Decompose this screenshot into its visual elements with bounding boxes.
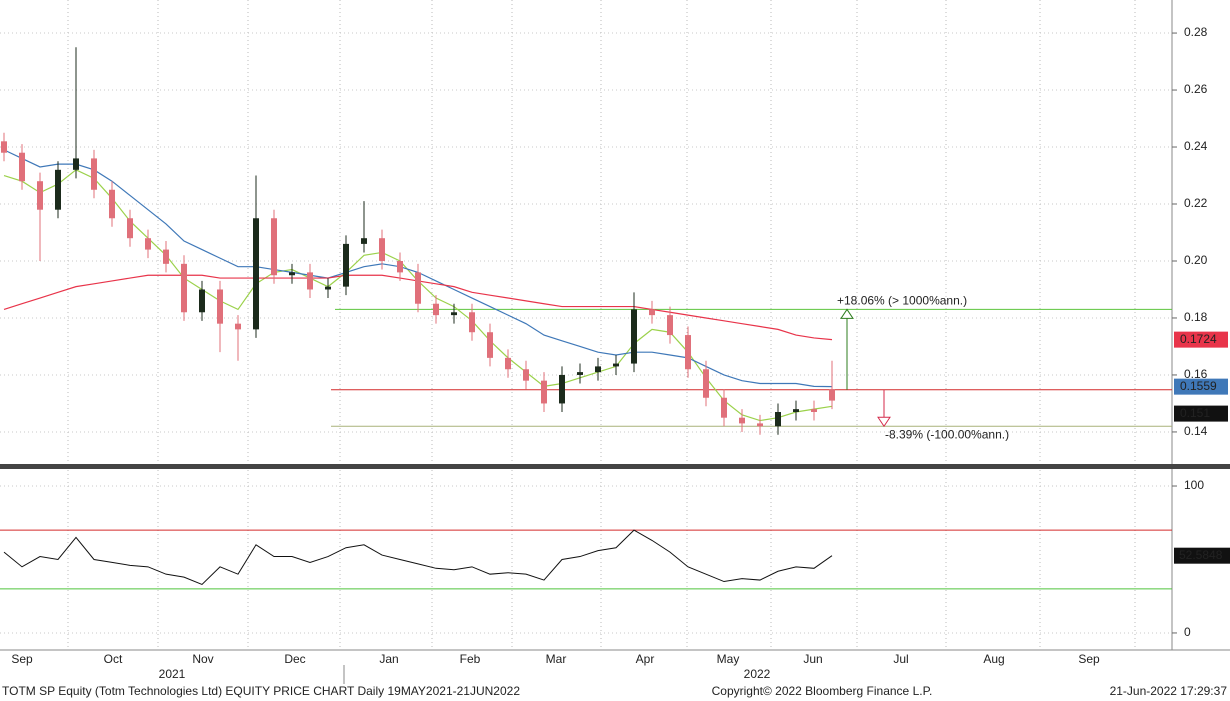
candle-body [559,374,565,404]
candle-body [289,272,295,276]
candle-body [1,141,7,153]
y-tick-label: 0.22 [1184,196,1208,210]
value-box-label: 52.5848 [1179,548,1223,562]
candle-body [109,189,115,219]
y-tick-label: 0.18 [1184,310,1208,324]
x-tick-label: Apr [636,652,655,666]
candle-body [487,332,493,358]
up-arrow-head [840,308,854,319]
y-tick-label: 100 [1184,478,1204,492]
candle-body [91,158,97,190]
y-tick-label: 0.26 [1184,82,1208,96]
annotation: +18.06% (> 1000%ann.) [837,294,967,308]
value-box-label: 0.151 [1180,406,1210,420]
value-box-label: 0.1724 [1180,332,1217,346]
year-label: 2021 [159,667,186,681]
x-tick-label: May [717,652,740,666]
candle-body [181,263,187,313]
plot-layer: 0.14 0.16 0.18 0.20 0.22 0.24 0.26 0.28 Sep Oct No… [0,0,1230,681]
value-box [1174,405,1228,422]
candle-body [631,309,637,364]
footer-right: 21-Jun-2022 17:29:37 [1110,684,1228,698]
x-tick-label: Dec [284,652,305,666]
candle-body [577,372,583,375]
candle-body [829,389,835,401]
candle-body [811,409,817,412]
series-line [3,529,833,586]
y-tick-label: 0.24 [1184,139,1208,153]
panel-separator [0,464,1230,469]
x-tick-label: Aug [983,652,1004,666]
candle-body [19,152,25,182]
candle-body [73,158,79,170]
candle-body [541,380,547,404]
year-label: 2022 [744,667,771,681]
x-tick-label: Feb [460,652,481,666]
candle-body [451,312,457,316]
candle-body [649,309,655,316]
x-tick-label: Sep [11,652,33,666]
x-tick-label: Mar [546,652,567,666]
candle-body [217,289,223,324]
candle-body [199,289,205,313]
value-box [1174,331,1228,348]
candle-body [739,417,745,424]
candle-body [307,272,313,290]
annotation: -8.39% (-100.00%ann.) [885,427,1009,441]
y-tick-label: 0.16 [1184,367,1208,381]
value-box-label: 0.1559 [1180,379,1217,393]
x-tick-label: Jul [893,652,908,666]
candle-body [415,272,421,304]
y-tick-label: 0.28 [1184,25,1208,39]
candle-body [343,243,349,287]
candle-body [505,357,511,370]
x-tick-label: Oct [104,652,123,666]
candle-body [127,218,133,239]
x-tick-label: Jun [803,652,822,666]
candle-body [253,218,259,330]
candle-body [325,286,331,290]
candle-body [55,169,61,210]
candle-body [703,369,709,398]
candle-body [469,312,475,333]
candle-body [775,411,781,427]
candle-body [523,369,529,381]
candle-body [145,238,151,250]
down-arrow-head [877,416,891,428]
footer-left: TOTM SP Equity (Totm Technologies Ltd) E… [2,684,520,698]
x-tick-label: Nov [192,652,213,666]
candle-body [361,238,367,244]
candle-body [37,181,43,210]
candle-body [235,323,241,330]
y-tick-label: 0.20 [1184,253,1208,267]
footer-center: Copyright© 2022 Bloomberg Finance L.P. [712,684,933,698]
value-box [1174,547,1230,564]
candle-body [793,409,799,412]
candle-body [721,397,727,418]
candle-body [595,366,601,373]
x-tick-label: Sep [1078,652,1100,666]
candle-body [433,303,439,316]
candle-body [757,423,763,427]
candle-body [271,218,277,276]
y-tick-label: 0.14 [1184,424,1208,438]
candle-body [379,238,385,261]
candle-body [163,249,169,264]
candle-body [685,335,691,370]
candle-body [667,315,673,336]
value-box [1174,378,1228,395]
candle-body [613,363,619,367]
y-tick-label: 0 [1184,625,1191,639]
x-tick-label: Jan [379,652,398,666]
candle-body [397,260,403,273]
